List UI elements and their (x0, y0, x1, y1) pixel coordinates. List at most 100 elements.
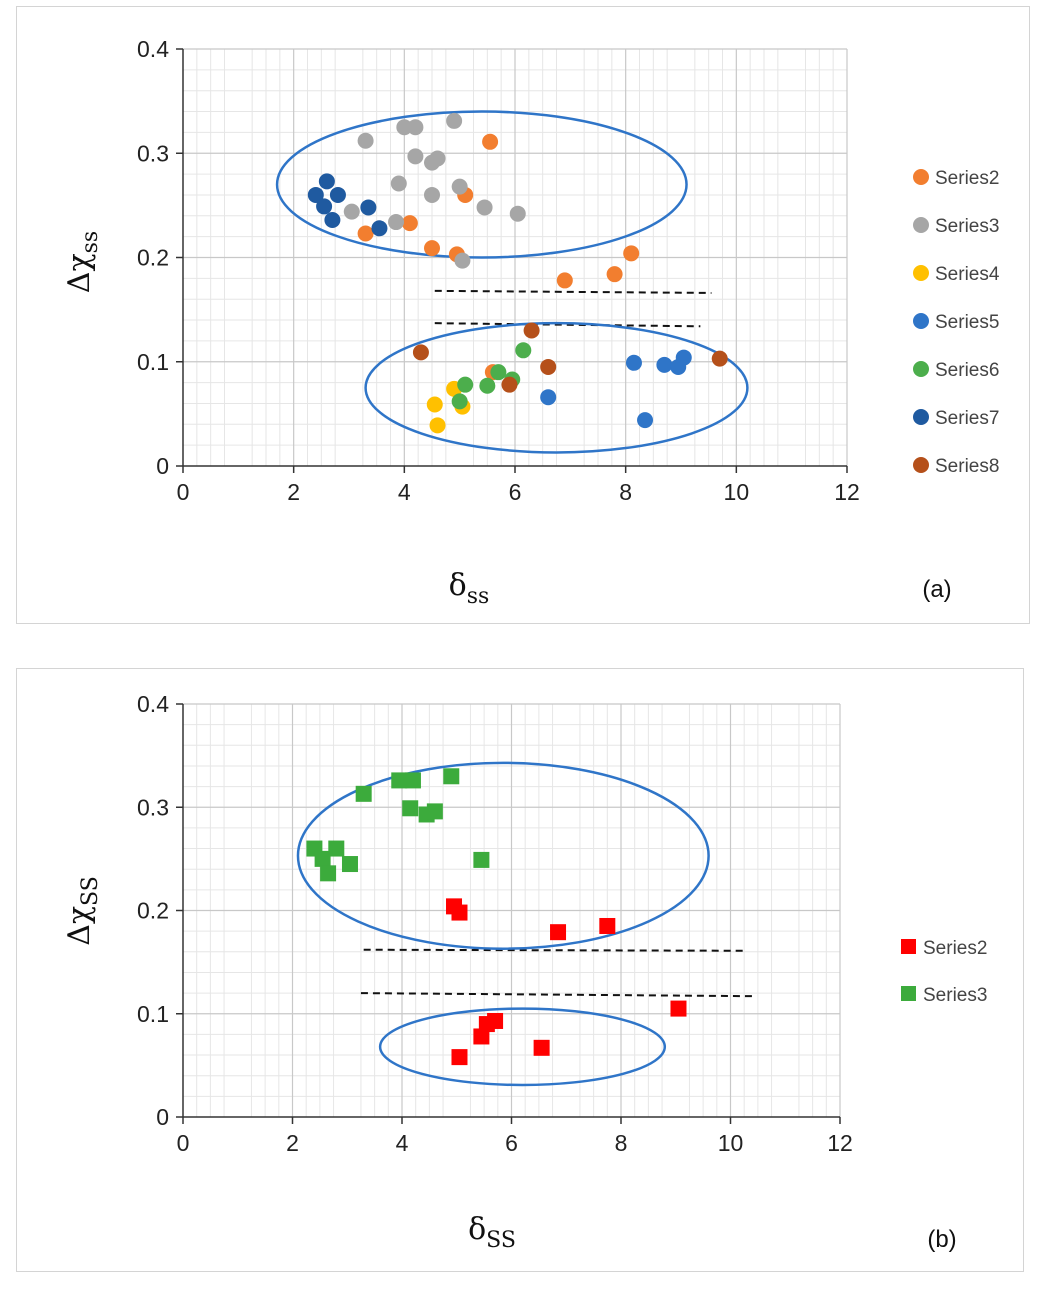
data-point (405, 772, 421, 788)
data-point (540, 359, 556, 375)
chart-b-svg: 0 2 4 6 8 10 1200.10.20.30.4Series2Series3δSSΔ… (17, 669, 1025, 1273)
data-point (676, 350, 692, 366)
data-point (388, 214, 404, 230)
data-point (501, 377, 517, 393)
legend-label: Series3 (923, 985, 987, 1006)
legend-label: Series5 (935, 312, 999, 333)
data-point (344, 204, 360, 220)
legend-label: Series2 (935, 168, 999, 189)
x-axis-title-subscript: ss (467, 584, 490, 609)
x-tick-label: 8 (615, 1130, 628, 1156)
data-point (454, 253, 470, 269)
data-point (402, 215, 418, 231)
data-point (534, 1040, 550, 1056)
legend-label: Series8 (935, 456, 999, 477)
x-tick-label: 10 (724, 479, 750, 505)
y-tick-label: 0.4 (137, 691, 169, 717)
x-tick-label: 4 (396, 1130, 409, 1156)
data-point (413, 344, 429, 360)
data-point (371, 220, 387, 236)
x-tick-label: 2 (286, 1130, 299, 1156)
data-point (427, 396, 443, 412)
legend-marker (913, 409, 929, 425)
data-point (515, 342, 531, 358)
y-axis-title-subscript: ss (78, 231, 103, 254)
data-point (670, 1001, 686, 1017)
x-axis-title-symbol: δ (468, 1212, 486, 1247)
x-axis-title-symbol: δ (449, 568, 467, 603)
x-tick-label: 6 (509, 479, 522, 505)
y-tick-label: 0.3 (137, 140, 169, 166)
dashed-threshold-line (435, 291, 712, 293)
data-point (358, 226, 374, 242)
y-tick-label: 0.3 (137, 794, 169, 820)
data-point (482, 134, 498, 150)
x-tick-label: 10 (718, 1130, 744, 1156)
data-point (473, 852, 489, 868)
legend-marker (901, 939, 916, 954)
series-series6 (452, 342, 532, 409)
x-tick-label: 2 (287, 479, 300, 505)
data-point (487, 1013, 503, 1029)
legend-label: Series4 (935, 264, 1000, 285)
x-tick-label: 8 (619, 479, 632, 505)
x-axis-title: δSS (468, 1212, 516, 1253)
data-point (479, 378, 495, 394)
data-point (328, 841, 344, 857)
panel-label-a: (a) (922, 576, 951, 603)
dashed-threshold-line (364, 950, 745, 951)
data-point (360, 199, 376, 215)
legend-label: Series3 (935, 216, 999, 237)
data-point (656, 357, 672, 373)
series-series2 (446, 898, 686, 1065)
data-point (402, 800, 418, 816)
x-axis-title: δss (449, 568, 490, 609)
panel-label-b: (b) (927, 1226, 956, 1253)
legend-marker (913, 361, 929, 377)
legend-marker (901, 986, 916, 1001)
data-point (540, 389, 556, 405)
data-point (330, 187, 346, 203)
data-point (637, 412, 653, 428)
chart-panel-a: 0 2 4 6 8 10 12 0 0.1 0.2 0.3 0.4 Series2 Series3 Seri… (16, 6, 1030, 624)
data-point (446, 113, 462, 129)
legend-label: Series6 (935, 360, 999, 381)
data-point (490, 364, 506, 380)
data-point (430, 150, 446, 166)
data-point (477, 199, 493, 215)
x-tick-label: 0 (177, 1130, 190, 1156)
legend-marker (913, 313, 929, 329)
x-axis-title-subscript: SS (486, 1228, 516, 1253)
y-axis-title-symbol: Δχ (62, 253, 97, 293)
data-point (599, 918, 615, 934)
data-point (452, 179, 468, 195)
data-point (443, 768, 459, 784)
x-tick-label: 12 (827, 1130, 853, 1156)
cluster-ellipse (380, 1009, 665, 1085)
y-axis-title: Δχss (62, 231, 103, 293)
data-point (557, 272, 573, 288)
chart-a-svg: 0 2 4 6 8 10 1200.10.20.30.4Series2Series3Seri… (17, 7, 1031, 625)
data-point (451, 905, 467, 921)
data-point (623, 245, 639, 261)
y-tick-label: 0.4 (137, 36, 169, 62)
data-point (424, 187, 440, 203)
data-point (391, 772, 407, 788)
legend-marker (913, 457, 929, 473)
data-point (424, 240, 440, 256)
data-point (452, 393, 468, 409)
data-point (358, 133, 374, 149)
data-point (407, 119, 423, 135)
data-point (324, 212, 340, 228)
data-point (451, 1049, 467, 1065)
y-tick-label: 0 (156, 1104, 169, 1130)
y-axis-title: ΔχSS (62, 876, 103, 946)
data-point (427, 803, 443, 819)
data-point (607, 266, 623, 282)
data-point (315, 851, 331, 867)
y-tick-label: 0.1 (137, 1001, 169, 1027)
y-axis-title-subscript: SS (78, 876, 103, 906)
legend-label: Series7 (935, 408, 999, 429)
data-point (510, 206, 526, 222)
data-point (319, 173, 335, 189)
